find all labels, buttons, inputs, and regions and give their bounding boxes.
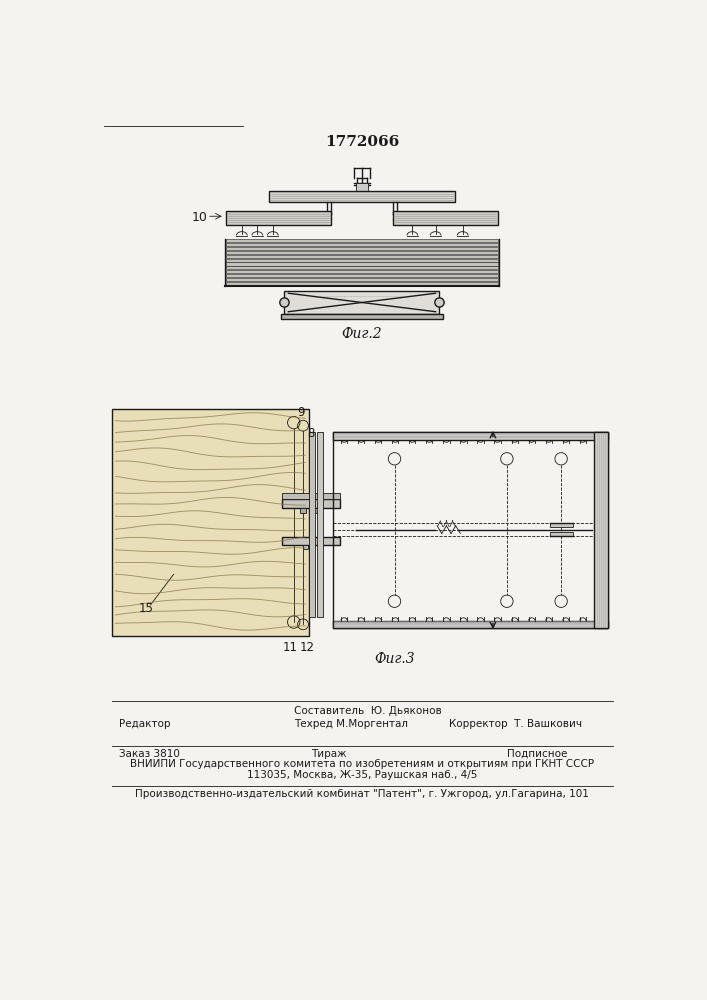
Bar xyxy=(226,211,331,225)
Text: 11: 11 xyxy=(282,641,298,654)
Bar xyxy=(284,291,440,314)
Bar xyxy=(312,508,319,513)
Bar xyxy=(226,278,498,281)
Bar xyxy=(332,432,607,440)
Bar xyxy=(226,239,498,242)
Text: 12: 12 xyxy=(300,641,315,654)
Bar xyxy=(226,255,498,258)
Bar xyxy=(281,314,443,319)
Bar xyxy=(282,493,340,499)
Text: Заказ 3810: Заказ 3810 xyxy=(119,749,180,759)
Bar xyxy=(594,432,607,628)
Text: 1772066: 1772066 xyxy=(325,135,399,149)
Text: Подписное: Подписное xyxy=(507,749,567,759)
Bar xyxy=(549,532,573,536)
Bar xyxy=(226,251,498,254)
Bar xyxy=(226,243,498,246)
Bar xyxy=(269,191,455,202)
Text: Техред М.Моргентал: Техред М.Моргентал xyxy=(293,719,408,729)
Text: ВНИИПИ Государственного комитета по изобретениям и открытиям при ГКНТ СССР: ВНИИПИ Государственного комитета по изоб… xyxy=(130,759,594,769)
Text: 9: 9 xyxy=(298,406,305,419)
Text: Производственно-издательский комбинат "Патент", г. Ужгород, ул.Гагарина, 101: Производственно-издательский комбинат "П… xyxy=(135,789,589,799)
Text: Редактор: Редактор xyxy=(119,719,171,729)
Bar xyxy=(226,270,498,273)
Bar xyxy=(549,523,573,527)
Text: Составитель  Ю. Дьяконов: Составитель Ю. Дьяконов xyxy=(293,706,441,716)
Bar xyxy=(393,211,498,225)
Text: 15: 15 xyxy=(139,602,153,615)
Bar xyxy=(303,545,308,549)
Bar xyxy=(356,183,368,191)
Text: 113035, Москва, Ж-35, Раушская наб., 4/5: 113035, Москва, Ж-35, Раушская наб., 4/5 xyxy=(247,770,477,780)
Bar xyxy=(282,537,340,545)
Bar xyxy=(282,499,340,508)
Bar xyxy=(226,282,498,285)
Circle shape xyxy=(280,298,289,307)
Bar xyxy=(300,508,306,513)
Bar xyxy=(226,274,498,277)
Bar xyxy=(332,432,607,628)
Bar xyxy=(112,409,309,636)
Bar xyxy=(317,432,323,617)
Bar xyxy=(226,247,498,250)
Text: Фиг.3: Фиг.3 xyxy=(374,652,415,666)
Circle shape xyxy=(435,298,444,307)
Text: 8: 8 xyxy=(307,427,315,440)
Bar xyxy=(226,266,498,269)
Bar xyxy=(226,259,498,262)
Bar xyxy=(332,620,607,628)
Text: Тираж: Тираж xyxy=(311,749,346,759)
Text: Корректор  Т. Вашкович: Корректор Т. Вашкович xyxy=(449,719,582,729)
Bar xyxy=(309,432,315,617)
Text: Фиг.2: Фиг.2 xyxy=(341,327,382,341)
Text: 10: 10 xyxy=(192,211,207,224)
Bar xyxy=(226,262,498,266)
